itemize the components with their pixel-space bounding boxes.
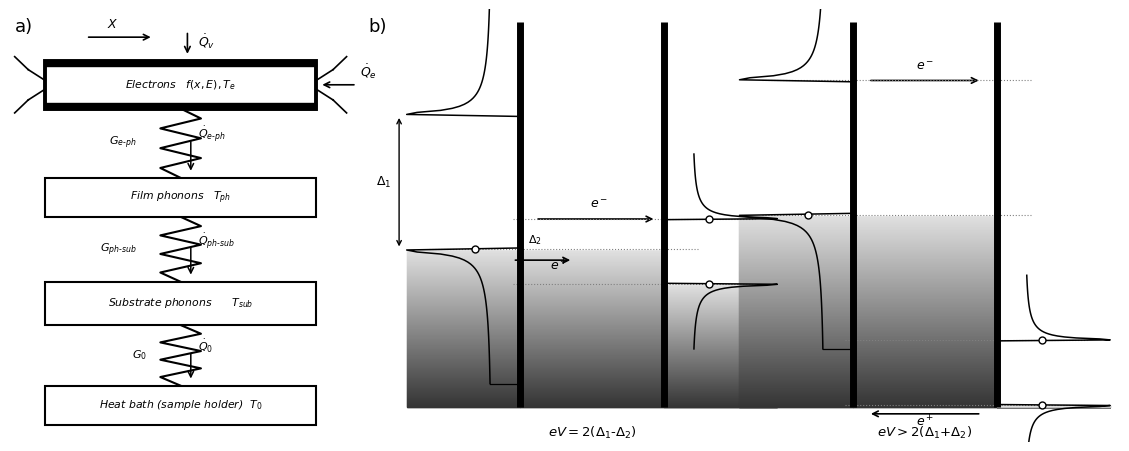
Bar bbox=[45, 282, 316, 325]
Bar bbox=[45, 61, 316, 109]
Text: b): b) bbox=[369, 18, 387, 36]
Text: $G_0$: $G_0$ bbox=[132, 349, 147, 362]
Text: Film phonons   $T_{ph}$: Film phonons $T_{ph}$ bbox=[130, 189, 231, 206]
Text: $e^+$: $e^+$ bbox=[916, 414, 934, 430]
Text: Electrons   $f(x, E), T_e$: Electrons $f(x, E), T_e$ bbox=[125, 78, 236, 92]
Text: Substrate phonons      $T_{sub}$: Substrate phonons $T_{sub}$ bbox=[108, 296, 253, 310]
Text: $\Delta_1$: $\Delta_1$ bbox=[376, 175, 392, 190]
Text: $\Delta_2$: $\Delta_2$ bbox=[527, 233, 542, 247]
Text: $G_{ph\text{-}sub}$: $G_{ph\text{-}sub}$ bbox=[99, 241, 137, 258]
Text: $G_{e\text{-}ph}$: $G_{e\text{-}ph}$ bbox=[110, 135, 137, 152]
Text: Heat bath (sample holder)  $T_0$: Heat bath (sample holder) $T_0$ bbox=[99, 398, 262, 412]
Text: $\dot{Q}_e$: $\dot{Q}_e$ bbox=[360, 63, 377, 81]
Bar bbox=[45, 178, 316, 217]
Text: $\dot{Q}_v$: $\dot{Q}_v$ bbox=[198, 33, 215, 51]
Text: $e^-$: $e^-$ bbox=[590, 198, 609, 211]
Text: a): a) bbox=[15, 18, 33, 36]
Text: $e^-$: $e^-$ bbox=[916, 60, 934, 73]
Text: $\dot{Q}_{e\text{-}ph}$: $\dot{Q}_{e\text{-}ph}$ bbox=[198, 125, 226, 144]
Bar bbox=[45, 386, 316, 425]
Text: $e^+$: $e^+$ bbox=[551, 259, 569, 274]
Text: $\dot{Q}_{ph\text{-}sub}$: $\dot{Q}_{ph\text{-}sub}$ bbox=[198, 231, 235, 250]
Text: $\dot{Q}_0$: $\dot{Q}_0$ bbox=[198, 338, 212, 355]
Text: $eV > 2(\Delta_1\text{+}\Delta_2)$: $eV > 2(\Delta_1\text{+}\Delta_2)$ bbox=[877, 425, 972, 441]
Text: $eV=2(\Delta_1\text{-}\Delta_2)$: $eV=2(\Delta_1\text{-}\Delta_2)$ bbox=[548, 425, 637, 441]
Text: $X$: $X$ bbox=[107, 18, 119, 31]
